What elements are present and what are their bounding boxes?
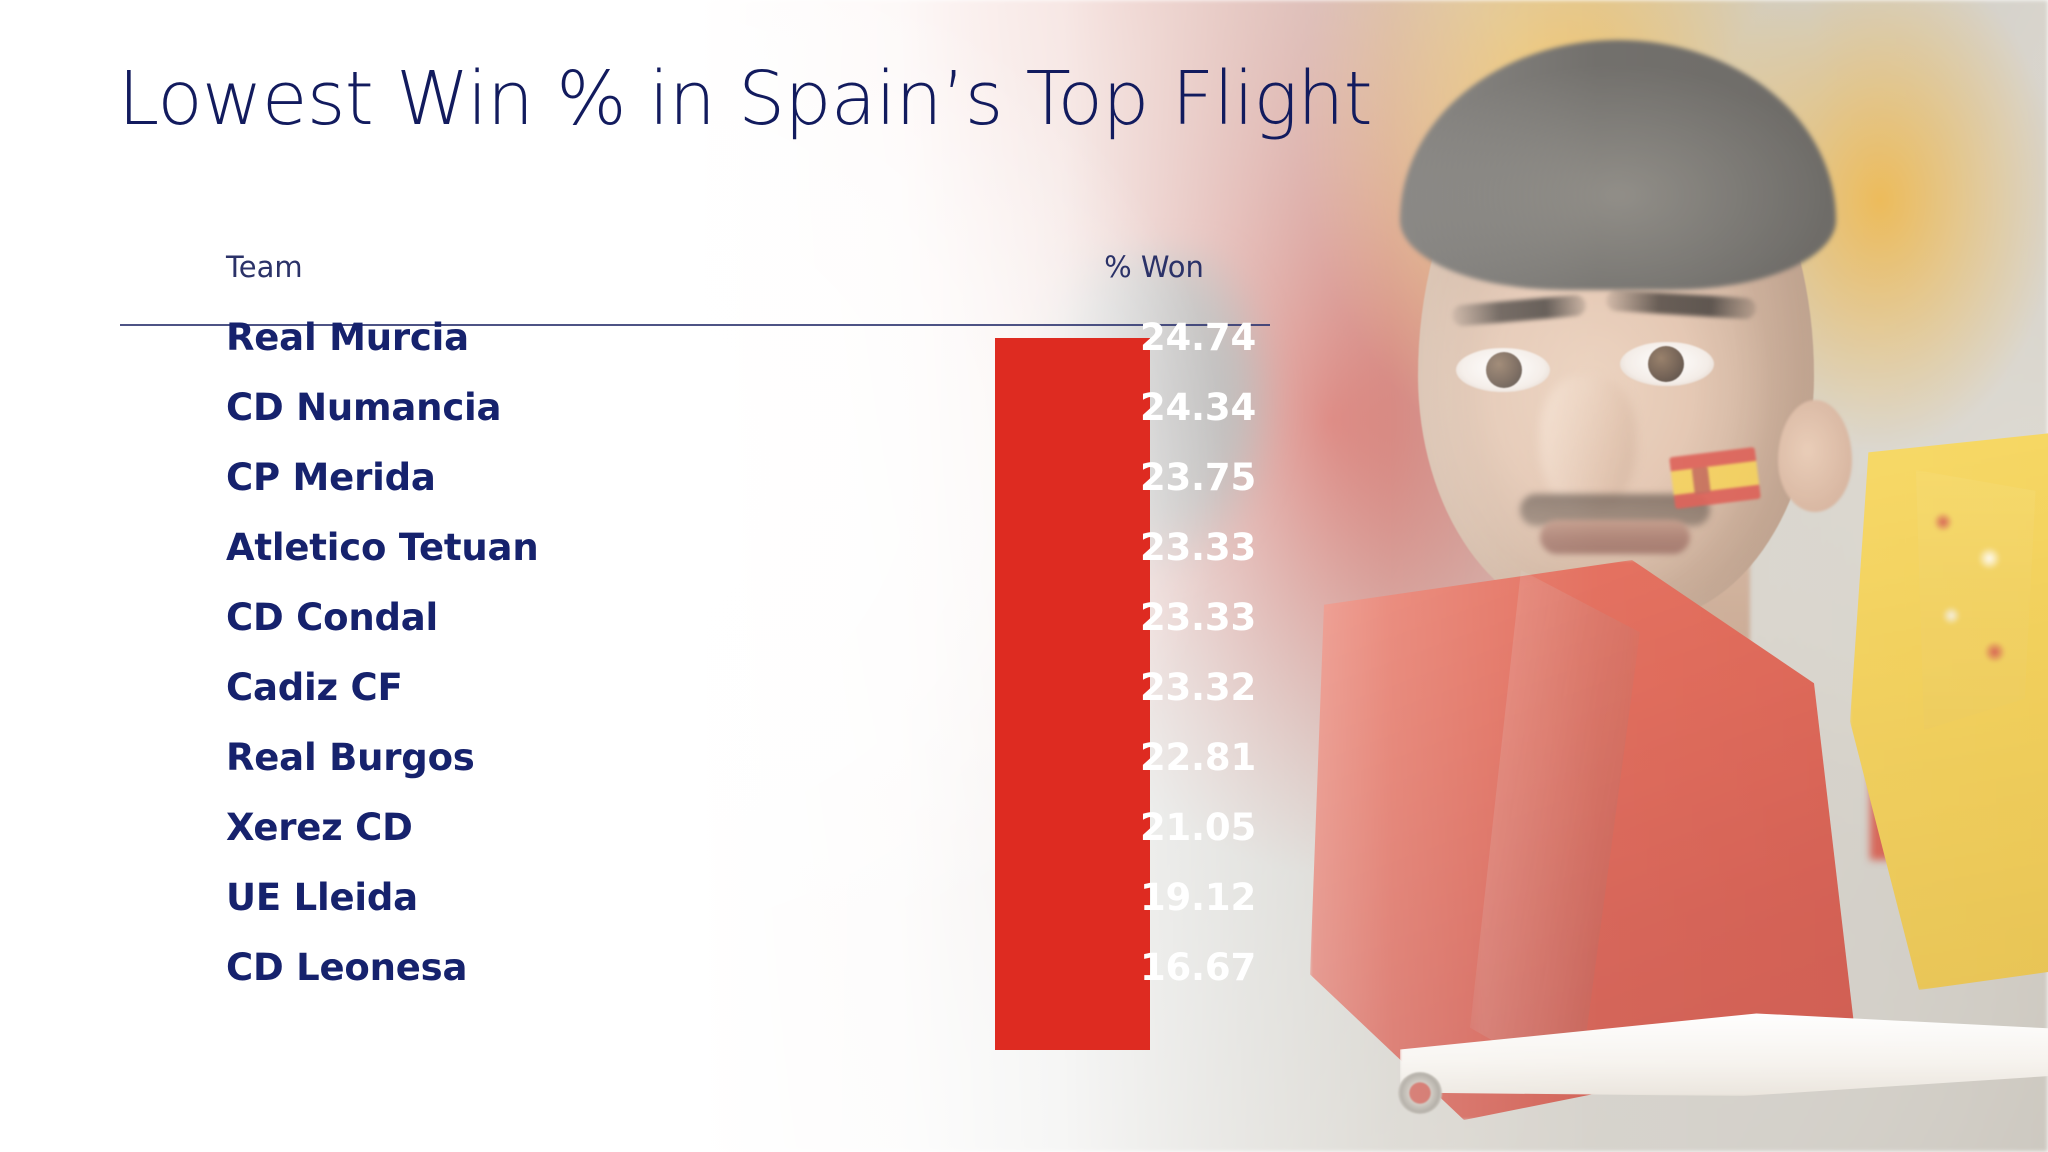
percent-won-value: 24.74 bbox=[1139, 315, 1256, 359]
table-row: Real Burgos 22.81 bbox=[118, 722, 1278, 792]
percent-won-value: 19.12 bbox=[1139, 875, 1256, 919]
team-name: Real Murcia bbox=[226, 315, 469, 359]
team-name: CD Numancia bbox=[226, 385, 502, 429]
table-body: Real Murcia 24.74 CD Numancia 24.34 CP M… bbox=[118, 302, 1278, 1002]
team-name: Xerez CD bbox=[226, 805, 413, 849]
team-name: Atletico Tetuan bbox=[226, 525, 539, 569]
percent-won-value: 23.33 bbox=[1139, 595, 1256, 639]
percent-won-value: 16.67 bbox=[1139, 945, 1256, 989]
table-header-row: Team % Won bbox=[118, 226, 1278, 326]
table-row: CP Merida 23.75 bbox=[118, 442, 1278, 512]
team-name: Cadiz CF bbox=[226, 665, 403, 709]
team-name: UE Lleida bbox=[226, 875, 418, 919]
stats-table: Team % Won Real Murcia 24.74 CD Numancia… bbox=[118, 226, 1278, 1002]
header-divider bbox=[120, 324, 1270, 326]
table-row: CD Leonesa 16.67 bbox=[118, 932, 1278, 1002]
table-row: Real Murcia 24.74 bbox=[118, 302, 1278, 372]
table-row: CD Numancia 24.34 bbox=[118, 372, 1278, 442]
table-row: UE Lleida 19.12 bbox=[118, 862, 1278, 932]
column-header-percent-won: % Won bbox=[1104, 250, 1204, 284]
percent-won-value: 24.34 bbox=[1139, 385, 1256, 429]
column-header-team: Team bbox=[226, 250, 303, 284]
page-title: Lowest Win % in Spain’s Top Flight bbox=[118, 56, 1373, 142]
team-name: CD Leonesa bbox=[226, 945, 468, 989]
percent-won-value: 23.33 bbox=[1139, 525, 1256, 569]
team-name: CD Condal bbox=[226, 595, 438, 639]
team-name: Real Burgos bbox=[226, 735, 475, 779]
table-row: Xerez CD 21.05 bbox=[118, 792, 1278, 862]
table-row: CD Condal 23.33 bbox=[118, 582, 1278, 652]
percent-won-value: 21.05 bbox=[1139, 805, 1256, 849]
value-column-highlight-band bbox=[995, 338, 1150, 1050]
team-name: CP Merida bbox=[226, 455, 436, 499]
table-row: Cadiz CF 23.32 bbox=[118, 652, 1278, 722]
table-row: Atletico Tetuan 23.33 bbox=[118, 512, 1278, 582]
percent-won-value: 23.32 bbox=[1139, 665, 1256, 709]
percent-won-value: 22.81 bbox=[1139, 735, 1256, 779]
percent-won-value: 23.75 bbox=[1139, 455, 1256, 499]
